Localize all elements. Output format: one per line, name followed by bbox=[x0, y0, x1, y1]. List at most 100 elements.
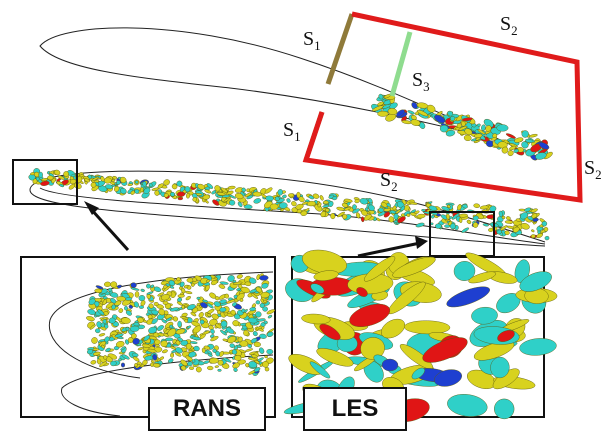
vortex-blob bbox=[203, 345, 211, 350]
vortex-blob bbox=[188, 351, 197, 358]
vortex-blob bbox=[84, 178, 90, 183]
vortex-blob bbox=[377, 110, 389, 117]
vortex-blob bbox=[59, 183, 65, 188]
vortex-blob bbox=[206, 313, 212, 317]
vortex-blob bbox=[58, 175, 65, 180]
vortex-blob bbox=[483, 118, 494, 128]
vortex-blob bbox=[332, 196, 338, 201]
vortex-blob bbox=[354, 199, 360, 204]
vortex-blob bbox=[95, 285, 104, 290]
vortex-blob bbox=[138, 295, 146, 302]
vortex-blob bbox=[236, 274, 243, 279]
vortex-blob bbox=[99, 361, 108, 367]
vortex-blob bbox=[217, 313, 222, 318]
vortex-blob bbox=[255, 300, 261, 305]
vortex-blob bbox=[90, 360, 97, 365]
vortex-blob bbox=[179, 316, 189, 320]
vortex-blob bbox=[407, 110, 415, 115]
vortex-blob bbox=[266, 331, 274, 337]
vortex-blob bbox=[462, 204, 468, 209]
vortex-blob bbox=[408, 201, 418, 205]
vortex-blob bbox=[206, 349, 213, 355]
vortex-core bbox=[319, 323, 341, 341]
vortex-blob bbox=[143, 187, 151, 194]
vortex-blob bbox=[96, 358, 102, 365]
vortex-blob bbox=[252, 331, 258, 337]
vortex-blob bbox=[110, 298, 117, 304]
vortex-blob bbox=[445, 213, 450, 220]
vortex-blob bbox=[435, 223, 442, 229]
vortex-blob bbox=[200, 302, 208, 309]
vortex-blob bbox=[35, 176, 40, 181]
vortex-blob bbox=[477, 129, 486, 135]
vortex-blob bbox=[167, 328, 177, 337]
plane-s1-upper bbox=[325, 13, 355, 85]
vortex-blob bbox=[248, 277, 257, 284]
vortex-blob bbox=[216, 192, 226, 196]
vortex-blob bbox=[514, 137, 524, 143]
rans-airfoil-curve bbox=[48, 271, 274, 379]
zoom-frame-leading-edge bbox=[12, 159, 78, 205]
vortex-blob bbox=[209, 357, 219, 364]
vortex-blob bbox=[218, 284, 226, 289]
vortex-blob bbox=[461, 117, 473, 122]
rans-isosurfaces bbox=[86, 273, 275, 376]
vortex-blob bbox=[207, 365, 214, 371]
vortex-blob bbox=[191, 359, 196, 363]
vortex-blob bbox=[232, 281, 243, 285]
vortex-blob bbox=[378, 93, 384, 100]
vortex-blob bbox=[309, 361, 331, 379]
vortex-blob bbox=[181, 312, 188, 317]
vortex-blob bbox=[482, 223, 489, 227]
vortex-blob bbox=[445, 129, 456, 137]
vortex-blob bbox=[179, 281, 185, 288]
vortex-blob bbox=[411, 102, 418, 109]
vortex-blob bbox=[101, 344, 105, 349]
vortex-blob bbox=[108, 287, 113, 292]
vortex-blob bbox=[132, 356, 140, 362]
vortex-blob bbox=[253, 198, 262, 204]
vortex-blob bbox=[259, 275, 269, 281]
vortex-blob bbox=[175, 328, 186, 335]
vortex-blob bbox=[535, 152, 547, 160]
trailing-edge-isosurfaces-top bbox=[371, 93, 553, 161]
vortex-blob bbox=[192, 325, 202, 334]
vortex-blob bbox=[170, 352, 175, 358]
vortex-blob bbox=[115, 341, 125, 348]
vortex-blob bbox=[172, 338, 177, 344]
vortex-blob bbox=[261, 283, 269, 289]
boundary-layer-isosurfaces-side bbox=[28, 168, 550, 241]
vortex-blob bbox=[181, 305, 185, 310]
vortex-blob bbox=[181, 287, 186, 294]
vortex-blob bbox=[319, 195, 324, 201]
vortex-blob bbox=[90, 182, 97, 188]
vortex-blob bbox=[343, 198, 353, 203]
vortex-blob bbox=[225, 327, 235, 334]
vortex-blob bbox=[141, 343, 151, 348]
vortex-blob bbox=[368, 204, 375, 211]
vortex-blob bbox=[264, 187, 273, 194]
vortex-blob bbox=[316, 348, 354, 367]
vortex-blob bbox=[234, 193, 244, 200]
vortex-blob bbox=[466, 219, 472, 224]
vortex-blob bbox=[453, 261, 476, 281]
vortex-blob bbox=[274, 196, 280, 201]
label-s2-bottom: S2 bbox=[380, 169, 398, 194]
vortex-blob bbox=[313, 270, 339, 281]
vortex-blob bbox=[171, 183, 178, 190]
vortex-blob bbox=[190, 311, 197, 317]
vortex-blob bbox=[147, 314, 153, 320]
vortex-blob bbox=[361, 209, 368, 216]
vortex-blob bbox=[219, 307, 227, 313]
vortex-blob bbox=[506, 225, 514, 229]
vortex-blob bbox=[471, 306, 498, 325]
vortex-blob bbox=[301, 313, 331, 325]
vortex-blob bbox=[202, 194, 210, 200]
vortex-blob bbox=[176, 277, 181, 282]
vortex-blob bbox=[450, 116, 456, 121]
vortex-blob bbox=[167, 358, 174, 364]
vortex-blob bbox=[104, 336, 110, 343]
vortex-blob bbox=[140, 300, 146, 307]
vortex-blob bbox=[170, 191, 175, 197]
